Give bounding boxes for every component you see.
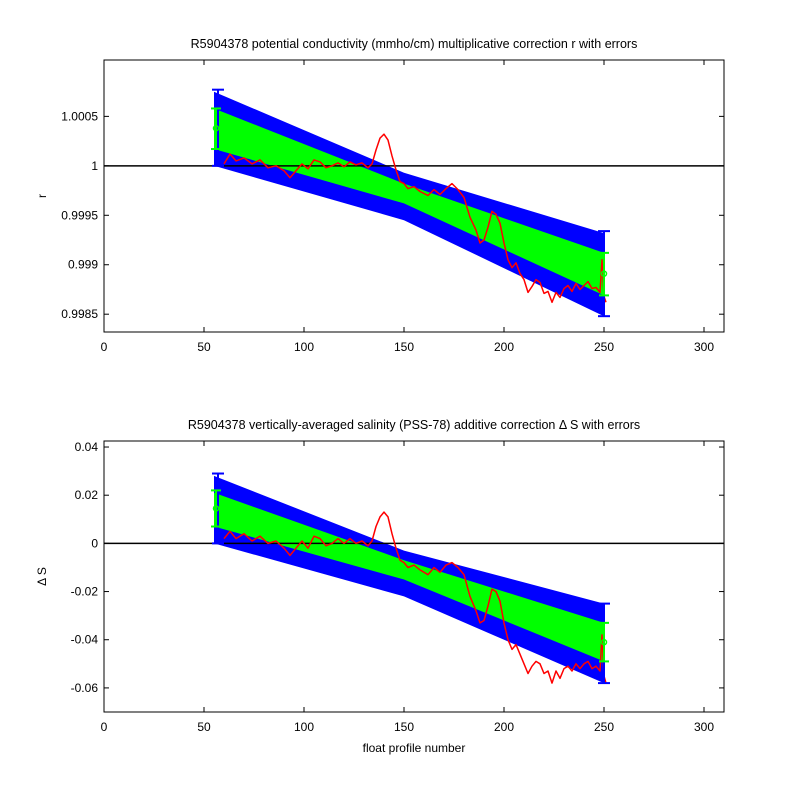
x-tick-label: 0 xyxy=(101,340,108,354)
chart-title: R5904378 potential conductivity (mmho/cm… xyxy=(191,37,638,51)
y-tick-label: 0.999 xyxy=(68,258,98,272)
salinity-correction-panel: 0 50 100 150 200 250 300 -0.06 -0.04 -0.02 0 0.02 0.… xyxy=(35,418,725,755)
x-tick-label: 300 xyxy=(694,720,714,734)
y-tick-label: -0.04 xyxy=(71,633,99,647)
conductivity-correction-panel: 0 50 100 150 200 250 300 0.9985 0.999 0.9995 1 1.00… xyxy=(35,37,725,354)
x-tick-label: 300 xyxy=(694,340,714,354)
y-tick-label: 0 xyxy=(91,536,98,550)
x-tick-label: 250 xyxy=(594,340,614,354)
x-tick-label: 200 xyxy=(494,340,514,354)
x-tick-label: 250 xyxy=(594,720,614,734)
inner-error-band xyxy=(214,108,604,296)
y-tick-label: -0.06 xyxy=(71,681,99,695)
x-tick-label: 100 xyxy=(294,720,314,734)
x-tick-label: 200 xyxy=(494,720,514,734)
x-tick-label: 50 xyxy=(197,720,211,734)
chart-title: R5904378 vertically-averaged salinity (P… xyxy=(188,418,640,432)
correction-series-line xyxy=(223,511,607,684)
y-tick-label: 1.0005 xyxy=(61,109,98,123)
y-tick-label: 0.9995 xyxy=(61,208,98,222)
y-tick-label: -0.02 xyxy=(71,585,99,599)
errorbar-center-marker xyxy=(600,638,608,646)
errorbar-center-marker xyxy=(212,505,220,512)
inner-error-band xyxy=(214,492,604,662)
x-tick-label: 0 xyxy=(101,720,108,734)
x-tick-label: 150 xyxy=(394,720,414,734)
axes-frame xyxy=(103,440,725,713)
y-axis-label: r xyxy=(35,194,49,198)
x-tick-label: 100 xyxy=(294,340,314,354)
y-tick-label: 0.04 xyxy=(75,440,99,454)
correction-series-line xyxy=(223,133,607,304)
y-axis-label: Δ S xyxy=(35,567,49,586)
y-tick-label: 0.02 xyxy=(75,488,99,502)
y-tick-label: 0.9985 xyxy=(61,307,98,321)
x-axis-label: float profile number xyxy=(363,741,466,755)
x-tick-label: 150 xyxy=(394,340,414,354)
x-tick-label: 50 xyxy=(197,340,211,354)
errorbar-center-marker xyxy=(212,124,220,132)
errorbar-center-marker xyxy=(600,270,608,277)
axes-frame xyxy=(103,59,725,333)
y-tick-label: 1 xyxy=(91,159,98,173)
